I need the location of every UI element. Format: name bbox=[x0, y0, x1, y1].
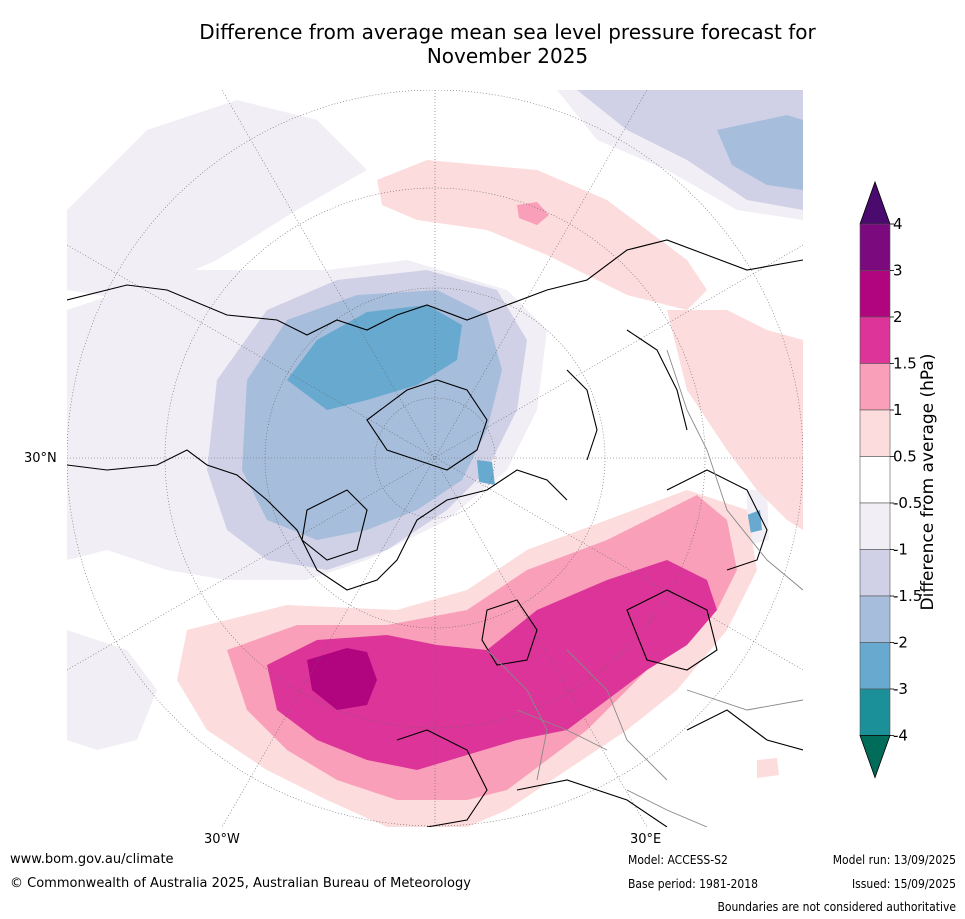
colorbar-band-1_to_1.5 bbox=[859, 363, 891, 411]
colorbar-tick-label: -1 bbox=[893, 541, 908, 559]
footer-model: Model: ACCESS-S2 bbox=[628, 853, 728, 867]
colorbar-tick-label: -4 bbox=[893, 727, 908, 745]
colorbar-band-0.5_to_1 bbox=[859, 409, 891, 457]
colorbar-band--1.5_to_-1 bbox=[859, 549, 891, 597]
anomaly-fill-pos-2 bbox=[307, 648, 377, 710]
footer-disclaimer: Boundaries are not considered authoritat… bbox=[717, 900, 956, 914]
lon-label-30w: 30°W bbox=[204, 832, 240, 847]
footer-base-period: Base period: 1981-2018 bbox=[628, 877, 759, 891]
coastlines bbox=[67, 239, 803, 827]
chart-title: Difference from average mean sea level p… bbox=[100, 20, 915, 68]
footer-model-run: Model run: 13/09/2025 bbox=[832, 853, 956, 867]
colorbar-extend-top bbox=[859, 180, 891, 225]
colorbar-tick-label: 0.5 bbox=[893, 448, 917, 466]
colorbar-tick-label: -0.5 bbox=[893, 494, 922, 512]
colorbar-tick-label: 1 bbox=[893, 401, 903, 419]
anomaly-fill-neg-2 bbox=[287, 305, 762, 533]
colorbar-tick-label: -3 bbox=[893, 680, 908, 698]
footer-issued: Issued: 15/09/2025 bbox=[851, 877, 956, 891]
anomaly-fill-pos-1.5 bbox=[267, 560, 717, 770]
colorbar-band--0.5_to_0.5 bbox=[859, 456, 891, 504]
colorbar-tick-label: 3 bbox=[893, 262, 903, 280]
title-line-1: Difference from average mean sea level p… bbox=[199, 20, 816, 44]
colorbar-tick-label: 2 bbox=[893, 308, 903, 326]
colorbar-tick-label: 4 bbox=[893, 215, 903, 233]
lon-label-30e: 30°E bbox=[630, 832, 662, 847]
colorbar-tick-label: -2 bbox=[893, 634, 908, 652]
colorbar-band--4_to_-3 bbox=[859, 688, 891, 736]
colorbar-band-1.5_to_2 bbox=[859, 316, 891, 364]
pressure-anomaly-map bbox=[67, 90, 803, 827]
colorbar-band--3_to_-2 bbox=[859, 642, 891, 690]
footer-copyright: © Commonwealth of Australia 2025, Austra… bbox=[10, 876, 471, 891]
colorbar: 4 3 2 1.5 1 0.5 -0.5 -1 -1.5 -2 -3 -4 bbox=[859, 180, 922, 779]
country-borders bbox=[486, 349, 803, 827]
colorbar-tick-label: 1.5 bbox=[893, 355, 917, 373]
colorbar-extend-bottom bbox=[859, 735, 891, 779]
graticule bbox=[67, 90, 803, 827]
title-line-2: November 2025 bbox=[426, 44, 589, 68]
footer-website[interactable]: www.bom.gov.au/climate bbox=[10, 852, 174, 867]
colorbar-title: Difference from average (hPa) bbox=[918, 353, 938, 611]
colorbar-band--2_to_-1.5 bbox=[859, 595, 891, 643]
colorbar-band-3_to_4 bbox=[859, 223, 891, 271]
colorbar-band--1_to_-0.5 bbox=[859, 502, 891, 550]
map-panel bbox=[67, 90, 803, 827]
lat-label-30n: 30°N bbox=[24, 451, 57, 466]
colorbar-tick-label: -1.5 bbox=[893, 587, 922, 605]
colorbar-band-2_to_3 bbox=[859, 270, 891, 318]
